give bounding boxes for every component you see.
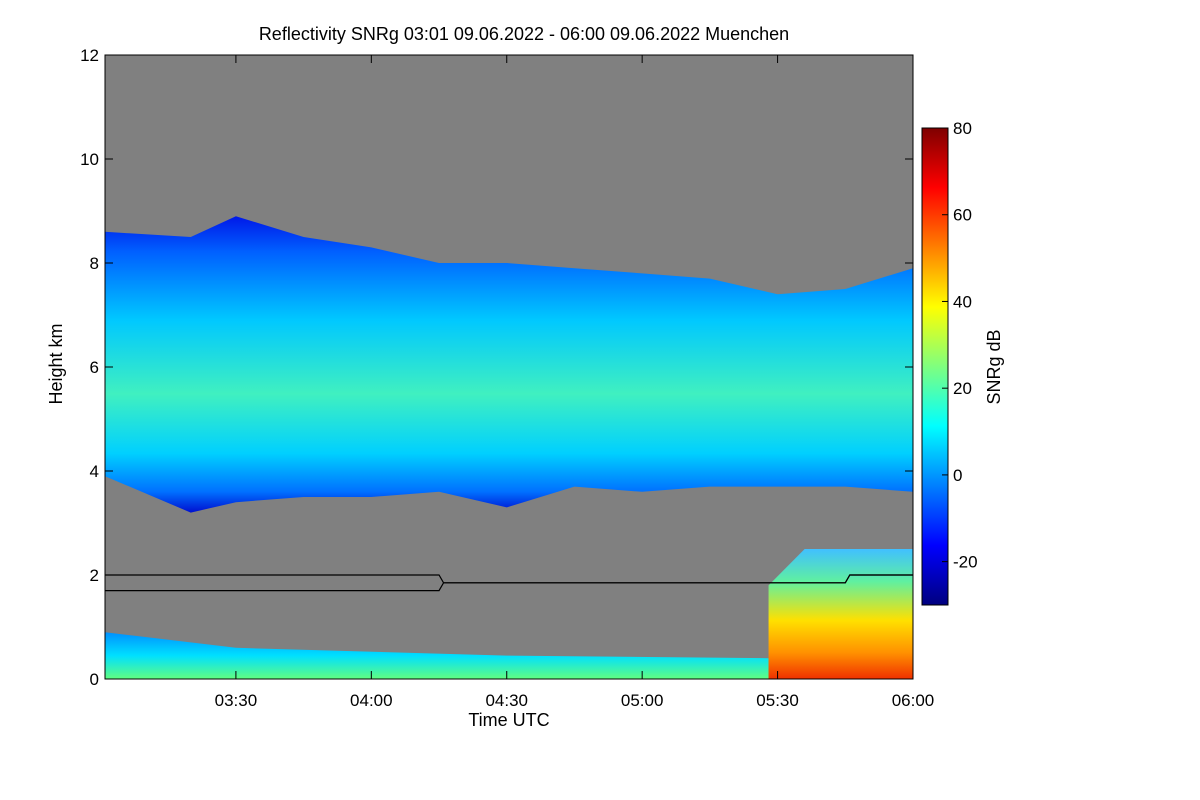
y-tick-label: 2 <box>90 566 99 585</box>
precipitation-area <box>768 549 913 679</box>
colorbar-tick-label: 60 <box>953 206 972 225</box>
y-axis: 0 2 4 6 8 10 12 <box>80 46 913 689</box>
chart-title: Reflectivity SNRg 03:01 09.06.2022 - 06:… <box>259 24 789 44</box>
y-tick-label: 12 <box>80 46 99 65</box>
x-tick-label: 04:30 <box>485 691 528 710</box>
colorbar <box>921 127 949 606</box>
x-tick-label: 04:00 <box>350 691 393 710</box>
x-tick-label: 05:00 <box>621 691 664 710</box>
x-axis-label: Time UTC <box>468 710 549 730</box>
colorbar-tick-label: 80 <box>953 119 972 138</box>
x-tick-label: 05:30 <box>756 691 799 710</box>
y-tick-label: 8 <box>90 254 99 273</box>
x-tick-label: 06:00 <box>892 691 935 710</box>
ground-clutter <box>105 632 769 679</box>
colorbar-axis: -20 0 20 40 60 80 <box>942 119 978 572</box>
colorbar-tick-label: 20 <box>953 379 972 398</box>
colorbar-tick-label: 0 <box>953 466 962 485</box>
cloud-layer <box>105 216 913 513</box>
x-axis: 03:30 04:00 04:30 05:00 05:30 06:00 <box>215 55 935 710</box>
y-tick-label: 6 <box>90 358 99 377</box>
colorbar-tick-label: -20 <box>953 553 978 572</box>
x-tick-label: 03:30 <box>215 691 258 710</box>
y-axis-label: Height km <box>46 323 66 404</box>
y-tick-label: 4 <box>90 462 99 481</box>
plot-area <box>105 55 913 679</box>
y-tick-label: 0 <box>90 670 99 689</box>
colorbar-label: SNRg dB <box>984 329 1004 404</box>
boundary-layer-line-lower <box>105 574 913 592</box>
y-tick-label: 10 <box>80 150 99 169</box>
colorbar-tick-label: 40 <box>953 292 972 311</box>
